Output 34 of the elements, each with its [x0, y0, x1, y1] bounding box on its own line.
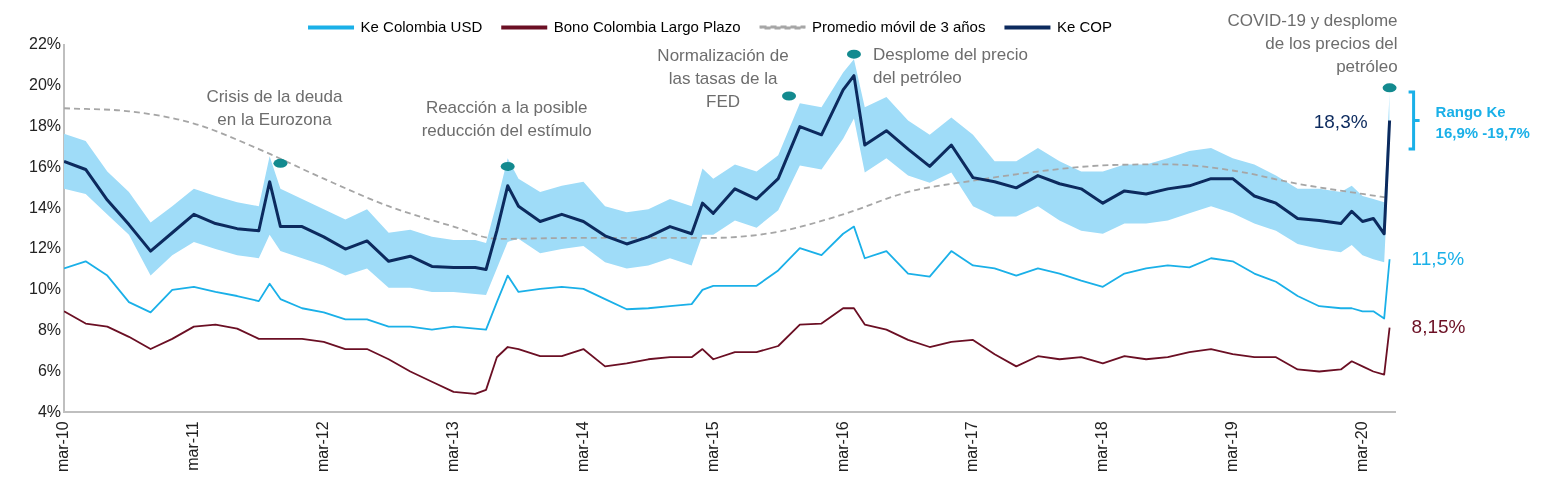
x-tick-label: mar-20	[1352, 421, 1370, 473]
annotation: Normalización de las tasas de la FED	[657, 45, 789, 111]
annotation: Desplome del precio del petróleo	[872, 44, 1028, 87]
y-tick-label: 6%	[37, 361, 62, 379]
x-tick-label: mar-15	[703, 421, 721, 473]
y-tick-label: 22%	[28, 35, 62, 53]
y-tick-label: 12%	[28, 239, 62, 257]
x-tick-label: mar-14	[573, 421, 591, 473]
annotation: Crisis de la deuda en la Eurozona	[206, 87, 344, 130]
y-tick-label: 4%	[37, 402, 62, 420]
y-tick-label: 16%	[28, 157, 62, 175]
x-tick-label: mar-19	[1223, 421, 1241, 473]
text: Rango Ke 16,9% -19,7%	[1435, 102, 1530, 141]
y-tick-label: 20%	[28, 76, 62, 94]
x-tick-label: mar-18	[1093, 421, 1111, 473]
legend-label: Bono Colombia Largo Plazo	[553, 17, 741, 35]
x-tick-label: mar-17	[963, 421, 981, 473]
annotation: COVID-19 y desplome de los precios del petróleo	[1227, 10, 1398, 76]
y-tick-label: 18%	[28, 117, 62, 135]
legend-label: Ke Colombia USD	[360, 17, 483, 35]
x-tick-label: mar-10	[54, 421, 72, 473]
data-label: 8,15%	[1411, 315, 1466, 337]
y-tick-label: 14%	[28, 198, 62, 216]
data-label: 11,5%	[1411, 247, 1465, 269]
legend-label: Ke COP	[1056, 17, 1112, 35]
annotation: Reacción a la posible reducción del estímulo	[421, 98, 592, 141]
x-tick-label: mar-11	[184, 421, 202, 471]
x-tick-label: mar-12	[314, 421, 332, 473]
x-tick-label: mar-16	[833, 421, 851, 473]
x-tick-label: mar-13	[443, 421, 461, 473]
y-tick-label: 8%	[37, 321, 62, 339]
legend-label: Promedio móvil de 3 años	[812, 17, 986, 35]
y-tick-label: 10%	[28, 280, 62, 298]
data-label: 18,3%	[1313, 110, 1368, 132]
